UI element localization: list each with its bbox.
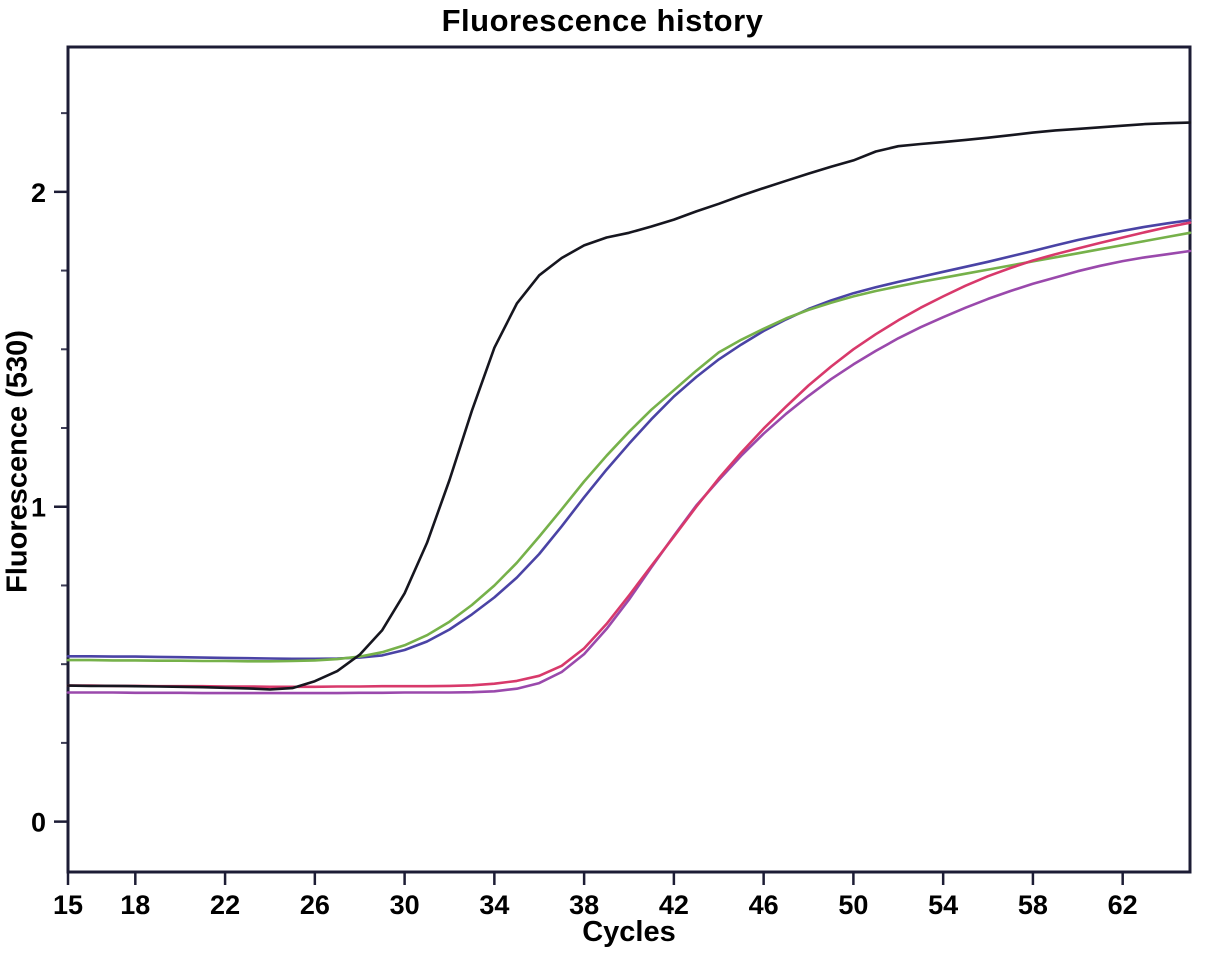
x-tick-label: 34 — [479, 890, 509, 920]
series-curve-purple — [66, 249, 1192, 695]
chart-title: Fluorescence history — [441, 3, 764, 38]
series-curve-green — [66, 231, 1192, 663]
x-tick-label: 58 — [1018, 890, 1048, 920]
x-tick-label: 18 — [120, 890, 150, 920]
x-tick-label: 15 — [53, 890, 83, 920]
x-tick-label: 42 — [659, 890, 689, 920]
y-tick-label: 1 — [31, 493, 46, 523]
series-curve-blue — [66, 218, 1192, 661]
x-tick-label: 22 — [210, 890, 240, 920]
y-tick-label: 0 — [31, 808, 46, 838]
x-tick-label: 26 — [300, 890, 330, 920]
x-tick-label: 50 — [838, 890, 868, 920]
x-tick-label: 54 — [928, 890, 958, 920]
series-curve-red — [66, 221, 1192, 689]
x-axis-title: Cycles — [582, 916, 676, 948]
series-curve-black — [66, 121, 1192, 691]
plot-border — [66, 45, 1192, 874]
x-tick-label: 30 — [390, 890, 420, 920]
x-tick-label: 46 — [749, 890, 779, 920]
y-tick-label: 2 — [31, 178, 46, 208]
x-tick-label: 38 — [569, 890, 599, 920]
x-tick-label: 62 — [1108, 890, 1138, 920]
